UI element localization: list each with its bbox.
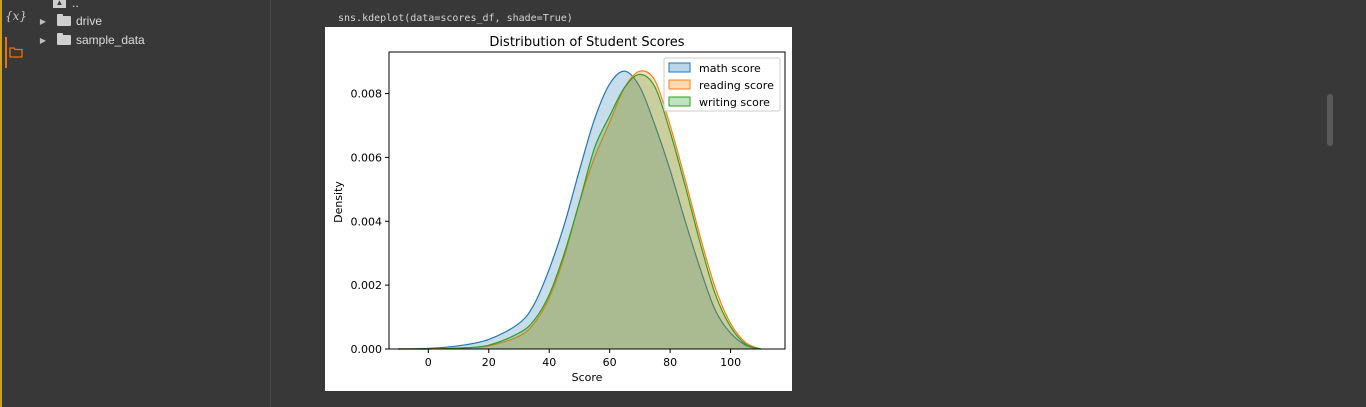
y-axis-label: Density xyxy=(332,181,345,223)
parent-folder-icon: ▲ xyxy=(53,0,66,8)
series-area-2 xyxy=(398,74,761,350)
y-tick-label: 0.004 xyxy=(351,215,383,228)
x-tick-label: 20 xyxy=(482,356,496,369)
series-line-1 xyxy=(398,70,762,350)
x-ticks: 0 20 40 60 80 100 xyxy=(425,349,741,369)
legend-swatch xyxy=(668,62,691,73)
y-tick-label: 0.002 xyxy=(351,279,383,292)
legend-box xyxy=(663,57,781,112)
x-tick-label: 100 xyxy=(720,356,741,369)
file-item-label: .. xyxy=(72,0,79,10)
kde-chart: 0 20 40 60 80 100 0.000 0.002 0.004 0.006 0.008 D… xyxy=(332,35,786,384)
notebook-main: sns.kdeplot(data=scores_df, shade=True) … xyxy=(271,0,1366,407)
y-ticks: 0.000 0.002 0.004 0.006 0.008 xyxy=(351,88,389,356)
chart-legend: math score reading score writing score xyxy=(663,57,781,112)
file-item-sample-data[interactable]: ▶ sample_data xyxy=(33,31,145,49)
x-tick-label: 80 xyxy=(663,356,677,369)
x-axis-label: Score xyxy=(572,371,603,384)
legend-label: reading score xyxy=(699,79,774,92)
chevron-right-icon[interactable]: ▶ xyxy=(39,16,47,26)
code-cell-text[interactable]: sns.kdeplot(data=scores_df, shade=True) xyxy=(338,13,573,24)
y-tick-label: 0.008 xyxy=(351,88,383,101)
files-folder-icon[interactable] xyxy=(4,40,28,64)
file-item-parent[interactable]: ▲ .. xyxy=(33,0,79,12)
output-plot: 0 20 40 60 80 100 0.000 0.002 0.004 0.006 0.008 D… xyxy=(325,27,792,391)
file-item-label: drive xyxy=(76,14,103,28)
x-tick-label: 40 xyxy=(542,356,556,369)
series-area-1 xyxy=(398,70,761,350)
series-area-0 xyxy=(398,71,761,349)
y-tick-label: 0.006 xyxy=(351,151,383,164)
legend-swatch xyxy=(668,96,691,107)
plot-axes-frame xyxy=(388,51,786,350)
legend-label: writing score xyxy=(699,96,770,109)
chart-title: Distribution of Student Scores xyxy=(489,35,684,50)
activity-rail: {x} xyxy=(0,0,33,407)
legend-swatch xyxy=(668,79,691,90)
file-browser-panel: ▲ .. ▶ drive ▶ sample_data xyxy=(33,0,271,407)
y-tick-label: 0.000 xyxy=(351,343,383,356)
series-line-2 xyxy=(398,73,761,350)
file-item-drive[interactable]: ▶ drive xyxy=(33,12,102,30)
folder-icon xyxy=(57,33,71,45)
active-indicator xyxy=(5,37,7,68)
x-tick-label: 0 xyxy=(425,356,432,369)
chevron-right-icon[interactable]: ▶ xyxy=(39,35,47,45)
x-tick-label: 60 xyxy=(603,356,617,369)
series-line-0 xyxy=(398,70,761,350)
vertical-scrollbar-thumb[interactable] xyxy=(1327,94,1333,146)
legend-label: math score xyxy=(699,62,761,75)
folder-icon xyxy=(57,14,71,26)
file-item-label: sample_data xyxy=(76,33,145,47)
series-areas xyxy=(398,70,762,350)
rail-accent-line xyxy=(0,0,2,407)
variables-icon[interactable]: {x} xyxy=(4,9,28,23)
